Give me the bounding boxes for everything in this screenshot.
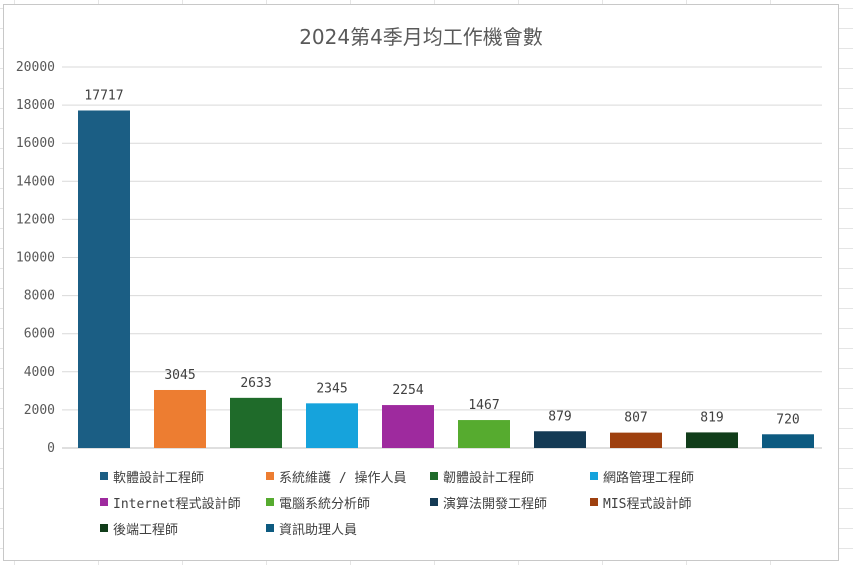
- legend-label: 系統維護 / 操作人員: [279, 470, 407, 486]
- legend-label: 資訊助理人員: [279, 522, 358, 538]
- bar: [382, 405, 434, 448]
- bar: [230, 397, 282, 448]
- legend-item: 網路管理工程師: [590, 466, 694, 486]
- legend-swatch: [100, 498, 108, 506]
- data-label: 2345: [316, 381, 347, 396]
- y-tick-label: 10000: [16, 251, 55, 266]
- bar: [78, 110, 130, 448]
- data-label: 2254: [392, 383, 423, 398]
- data-label: 819: [700, 410, 723, 425]
- legend-label: MIS程式設計師: [603, 496, 692, 512]
- legend-swatch: [430, 498, 438, 506]
- y-tick-label: 12000: [16, 212, 55, 227]
- legend-label: 演算法開發工程師: [443, 496, 548, 512]
- legend-swatch: [100, 524, 108, 532]
- y-tick-label: 18000: [16, 98, 55, 113]
- data-label: 17717: [84, 88, 123, 103]
- y-tick-label: 6000: [24, 327, 55, 342]
- y-tick-label: 14000: [16, 174, 55, 189]
- legend-item: 後端工程師: [100, 518, 178, 538]
- y-tick-label: 0: [47, 441, 55, 456]
- y-tick-label: 2000: [24, 403, 55, 418]
- data-label: 720: [776, 412, 799, 427]
- data-label: 1467: [468, 398, 499, 413]
- legend-swatch: [266, 498, 274, 506]
- bar: [534, 431, 586, 448]
- chart-title: 2024第4季月均工作機會數: [299, 25, 543, 49]
- legend-item: 軟體設計工程師: [100, 466, 204, 486]
- data-label: 3045: [164, 368, 195, 383]
- legend-label: 後端工程師: [113, 522, 179, 538]
- legend-swatch: [590, 498, 598, 506]
- legend-item: 電腦系統分析師: [266, 492, 370, 512]
- legend-item: MIS程式設計師: [590, 492, 691, 512]
- chart-area[interactable]: 2024第4季月均工作機會數: [3, 4, 839, 561]
- y-tick-label: 16000: [16, 136, 55, 151]
- legend-swatch: [266, 472, 274, 480]
- chart-legend: 軟體設計工程師 系統維護 / 操作人員 韌體設計工程師 網路管理工程師 Internet…: [100, 466, 820, 550]
- bar: [610, 432, 662, 448]
- y-tick-label: 4000: [24, 365, 55, 380]
- bar: [154, 389, 206, 448]
- legend-label: 網路管理工程師: [603, 470, 695, 486]
- data-label: 879: [548, 409, 571, 424]
- legend-label: 韌體設計工程師: [443, 470, 535, 486]
- legend-label: Internet程式設計師: [113, 496, 241, 512]
- data-label: 807: [624, 411, 647, 426]
- legend-swatch: [100, 472, 108, 480]
- data-label: 2633: [240, 376, 271, 391]
- legend-swatch: [590, 472, 598, 480]
- legend-swatch: [266, 524, 274, 532]
- bar: [686, 432, 738, 448]
- legend-item: 系統維護 / 操作人員: [266, 466, 406, 486]
- bar: [762, 434, 814, 448]
- legend-label: 電腦系統分析師: [279, 496, 371, 512]
- legend-label: 軟體設計工程師: [113, 470, 205, 486]
- legend-item: 韌體設計工程師: [430, 466, 534, 486]
- legend-item: Internet程式設計師: [100, 492, 241, 512]
- y-tick-label: 20000: [16, 60, 55, 75]
- legend-item: 演算法開發工程師: [430, 492, 547, 512]
- legend-item: 資訊助理人員: [266, 518, 357, 538]
- legend-swatch: [430, 472, 438, 480]
- bar: [306, 403, 358, 448]
- bar: [458, 420, 510, 448]
- y-tick-label: 8000: [24, 289, 55, 304]
